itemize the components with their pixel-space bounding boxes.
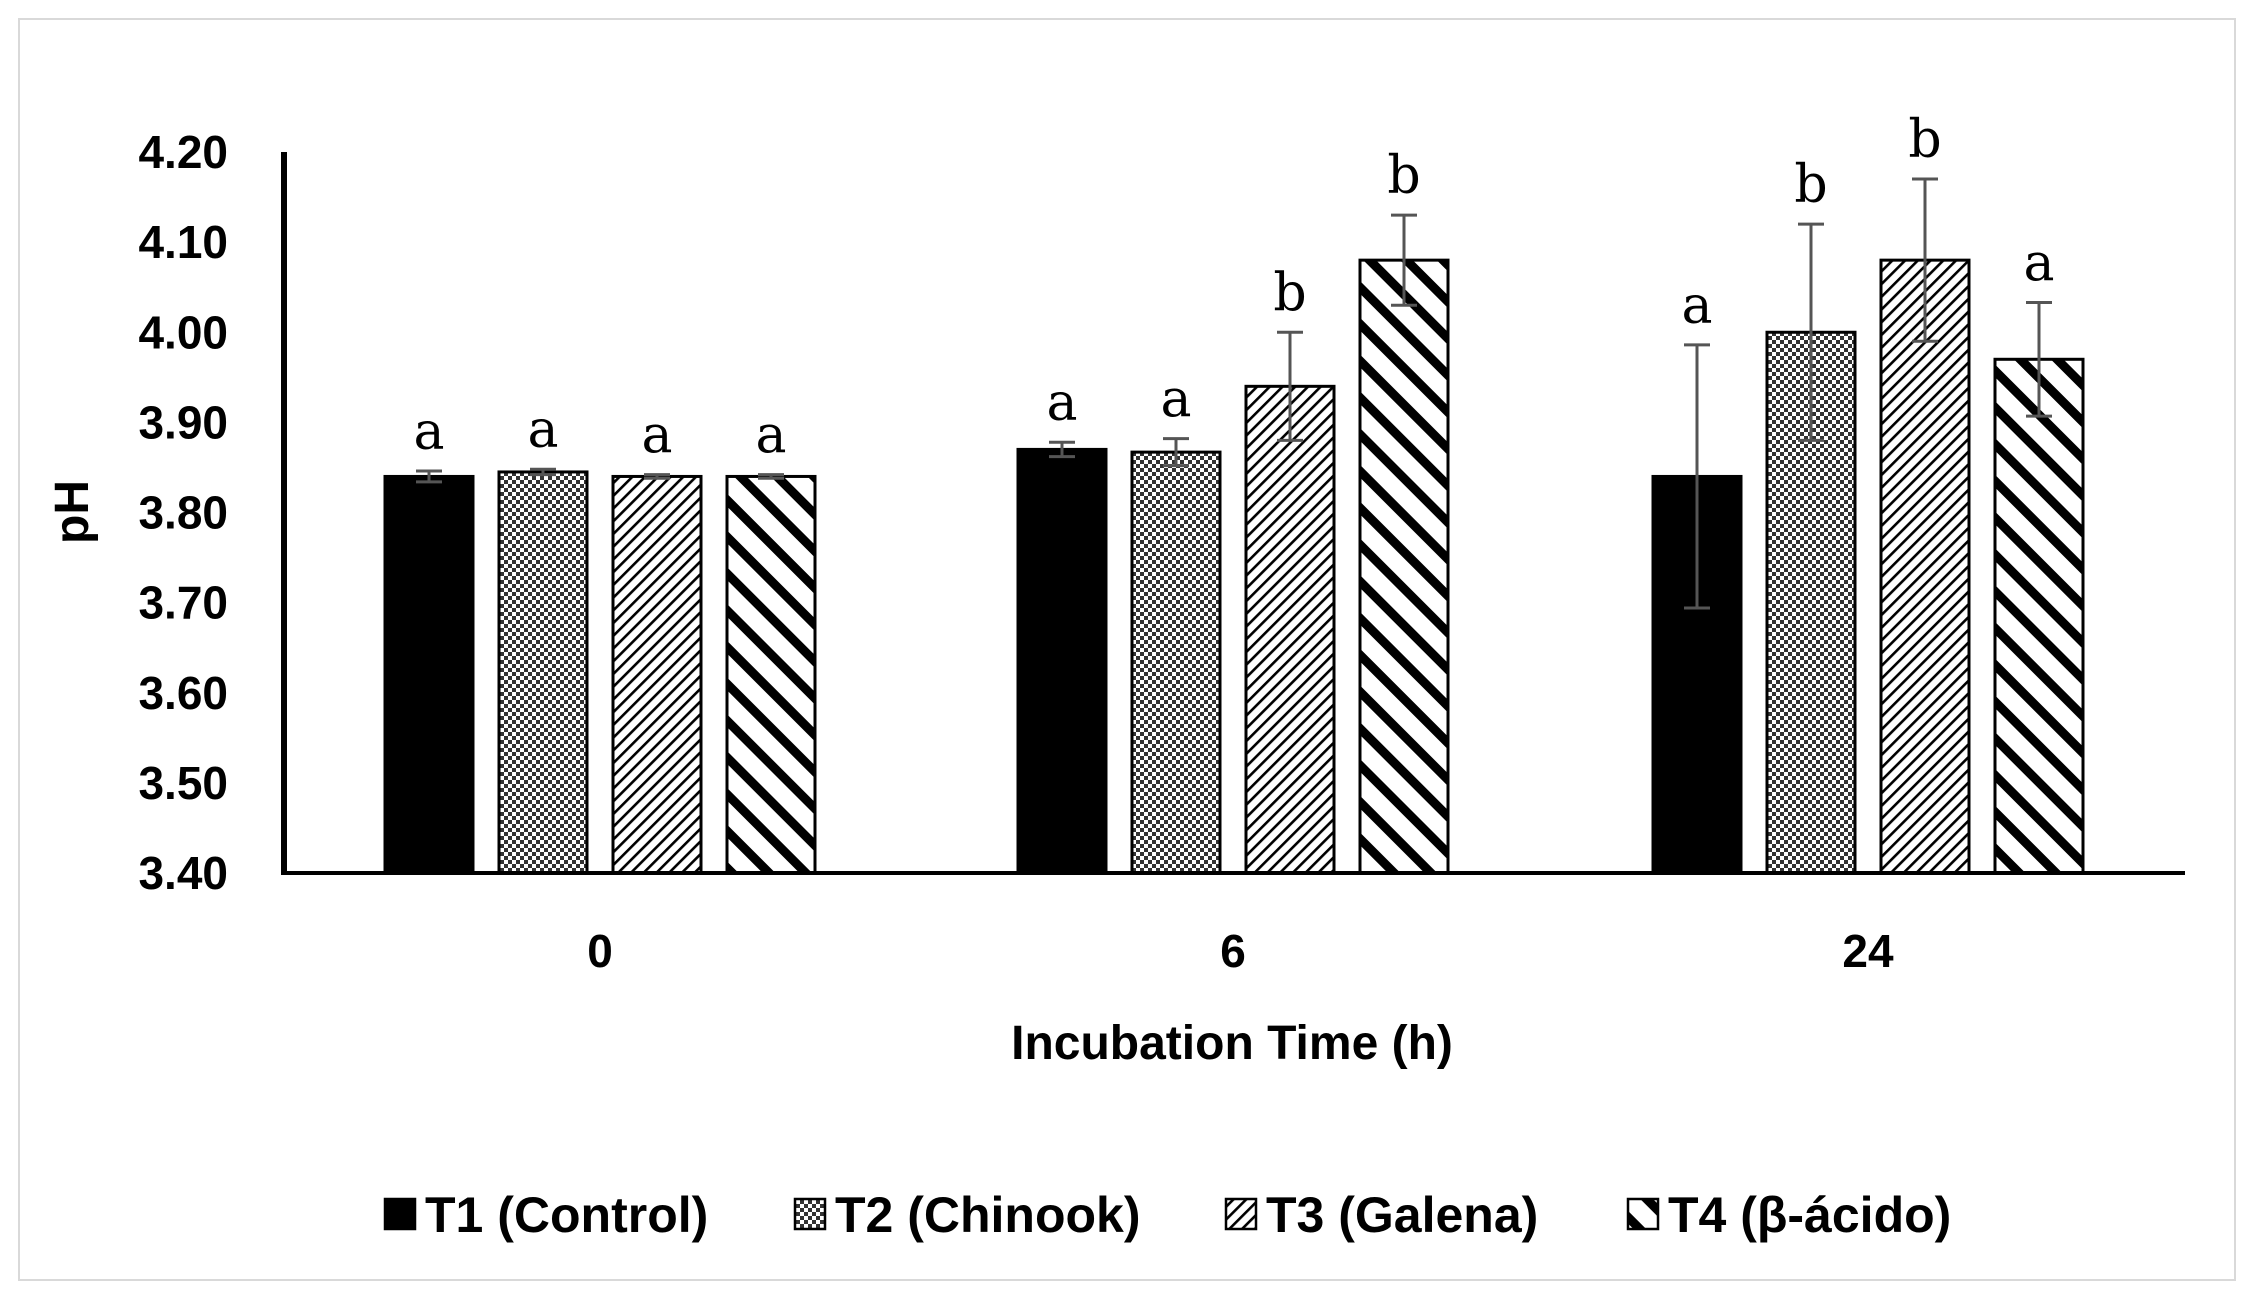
x-axis-title: Incubation Time (h)	[1011, 1017, 1453, 1070]
legend: T1 (Control) T2 (Chinook) T3 (Galena) T4 (β…	[383, 1187, 1951, 1243]
significance-letter: a	[2023, 234, 2054, 294]
significance-letter: b	[1387, 146, 1420, 206]
bar	[1016, 447, 1108, 875]
significance-letter: a	[1160, 370, 1191, 430]
bar	[1879, 258, 1971, 875]
bar	[1130, 450, 1222, 875]
y-tick-label: 3.40	[138, 847, 228, 899]
significance-letter: b	[1273, 263, 1306, 323]
legend-swatch	[1224, 1197, 1258, 1231]
significance-letter: a	[755, 406, 786, 466]
bar	[1358, 258, 1450, 875]
x-axis-ticks: 0 6 24	[587, 925, 1894, 977]
y-tick-label: 3.70	[138, 577, 228, 629]
legend-swatch	[1626, 1197, 1660, 1231]
bar	[497, 470, 589, 875]
legend-label: T4 (β-ácido)	[1668, 1187, 1951, 1243]
bar	[611, 474, 703, 875]
legend-swatch	[383, 1197, 417, 1231]
bar	[725, 474, 817, 875]
bar	[1244, 384, 1336, 875]
y-axis-title: pH	[46, 480, 99, 544]
y-tick-label: 4.20	[138, 126, 228, 178]
y-tick-label: 3.90	[138, 396, 228, 448]
x-tick-label: 24	[1842, 925, 1894, 977]
error-bars	[416, 177, 2052, 610]
legend-label: T3 (Galena)	[1266, 1187, 1538, 1243]
significance-letter: b	[1794, 155, 1827, 215]
significance-letter: a	[527, 400, 558, 460]
significance-letter: b	[1908, 110, 1941, 170]
legend-swatch	[793, 1197, 827, 1231]
legend-label: T1 (Control)	[425, 1187, 708, 1243]
x-tick-label: 6	[1220, 925, 1246, 977]
significance-letter: a	[1046, 373, 1077, 433]
significance-letter: a	[413, 402, 444, 462]
y-tick-label: 3.50	[138, 757, 228, 809]
bars	[383, 258, 2085, 875]
y-tick-label: 3.60	[138, 667, 228, 719]
significance-letter: a	[641, 406, 672, 466]
x-tick-label: 0	[587, 925, 613, 977]
significance-letter: a	[1681, 276, 1712, 336]
y-tick-label: 4.00	[138, 306, 228, 358]
bar	[1993, 357, 2085, 875]
significance-letters: a a a a a a b b a b b a	[413, 110, 2054, 466]
y-axis-ticks: 3.40 3.50 3.60 3.70 3.80 3.90 4.00 4.10 4.20	[138, 126, 228, 899]
legend-label: T2 (Chinook)	[835, 1187, 1141, 1243]
y-tick-label: 3.80	[138, 487, 228, 539]
bar	[383, 474, 475, 875]
y-tick-label: 4.10	[138, 216, 228, 268]
